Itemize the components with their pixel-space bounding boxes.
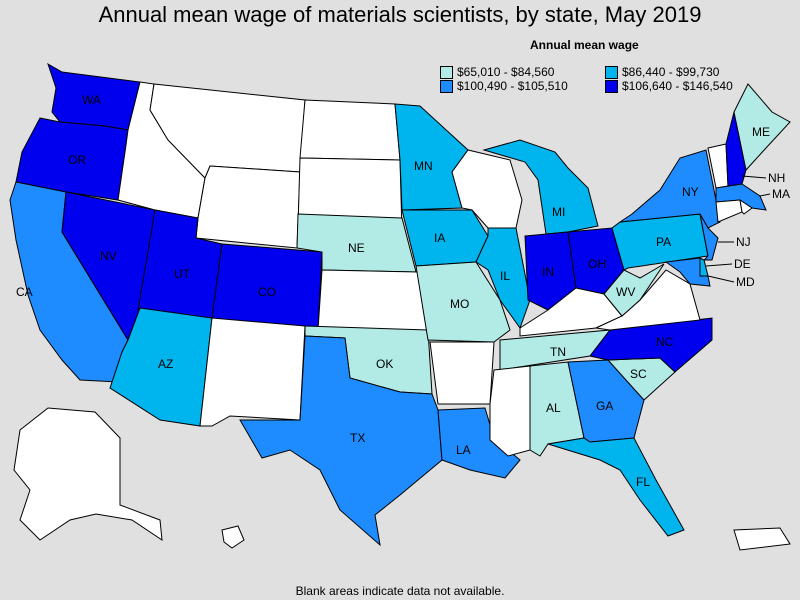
state-me[interactable] xyxy=(733,83,791,172)
label-leader-lines xyxy=(705,175,771,283)
label-mi: MI xyxy=(552,205,565,219)
state-il[interactable] xyxy=(475,227,531,330)
label-fl: FL xyxy=(636,475,650,489)
label-ne: NE xyxy=(348,241,365,255)
legend-title: Annual mean wage xyxy=(530,38,639,52)
state-wy[interactable] xyxy=(195,165,301,249)
label-ia: IA xyxy=(434,231,445,245)
label-pa: PA xyxy=(656,235,671,249)
state-labels: WA OR CA NV UT AZ CO NE MN IA MO OK TX L… xyxy=(16,93,790,489)
label-co: CO xyxy=(258,285,276,299)
state-ms[interactable] xyxy=(489,365,531,457)
label-tx: TX xyxy=(350,431,365,445)
state-ar[interactable] xyxy=(429,341,495,405)
legend-swatch-range-2 xyxy=(605,65,618,79)
legend-label-range-4: $106,640 - $146,540 xyxy=(622,79,733,93)
legend-swatch-range-3 xyxy=(440,79,453,93)
legend-swatch-range-4 xyxy=(605,79,618,93)
label-ut: UT xyxy=(174,267,191,281)
label-al: AL xyxy=(546,401,561,415)
state-hi[interactable] xyxy=(221,525,245,549)
state-ri[interactable] xyxy=(739,198,753,215)
label-tn: TN xyxy=(550,345,566,359)
label-or: OR xyxy=(68,153,86,167)
legend-label-range-1: $65,010 - $84,560 xyxy=(457,65,555,79)
label-wa: WA xyxy=(82,93,101,107)
state-mi[interactable] xyxy=(482,139,599,235)
label-la: LA xyxy=(456,443,471,457)
state-md[interactable] xyxy=(664,257,711,287)
state-ak[interactable] xyxy=(13,407,163,542)
footnote: Blank areas indicate data not available. xyxy=(295,584,505,598)
state-pr[interactable] xyxy=(733,527,791,551)
label-ga: GA xyxy=(596,399,613,413)
state-tx[interactable] xyxy=(239,335,443,547)
label-ok: OK xyxy=(376,357,393,371)
leader-ma xyxy=(759,193,771,197)
label-mn: MN xyxy=(414,159,433,173)
label-de: DE xyxy=(734,257,751,271)
label-nc: NC xyxy=(656,335,674,349)
leader-nh xyxy=(741,175,767,179)
label-nv: NV xyxy=(100,249,117,263)
label-ca: CA xyxy=(16,285,33,299)
state-la[interactable] xyxy=(437,407,521,479)
state-de[interactable] xyxy=(699,257,709,277)
state-fl[interactable] xyxy=(547,437,685,537)
legend-label-range-3: $100,490 - $105,510 xyxy=(457,79,568,93)
legend-item-range-3: $100,490 - $105,510 xyxy=(440,79,568,93)
legend-item-range-2: $86,440 - $99,730 xyxy=(605,65,719,79)
state-ny[interactable] xyxy=(619,149,721,229)
state-nh[interactable] xyxy=(725,111,747,187)
label-mo: MO xyxy=(450,297,469,311)
state-wv[interactable] xyxy=(603,263,665,317)
legend-item-range-1: $65,010 - $84,560 xyxy=(440,65,554,79)
label-nh: NH xyxy=(768,171,785,185)
label-nj: NJ xyxy=(736,235,751,249)
label-wv: WV xyxy=(616,285,635,299)
leader-md xyxy=(707,275,735,283)
label-ny: NY xyxy=(682,185,699,199)
state-mn[interactable] xyxy=(394,103,469,211)
state-nj[interactable] xyxy=(699,213,719,261)
state-nd[interactable] xyxy=(299,99,401,161)
label-sc: SC xyxy=(630,367,647,381)
state-ct[interactable] xyxy=(715,199,743,223)
label-in: IN xyxy=(542,265,554,279)
map-title: Annual mean wage of materials scientists… xyxy=(98,2,702,27)
leader-de xyxy=(705,263,733,267)
label-ma: MA xyxy=(772,187,790,201)
label-il: IL xyxy=(500,269,510,283)
label-az: AZ xyxy=(158,357,173,371)
legend-swatch-range-1 xyxy=(440,65,453,79)
label-me: ME xyxy=(752,125,770,139)
legend-item-range-4: $106,640 - $146,540 xyxy=(605,79,733,93)
legend-label-range-2: $86,440 - $99,730 xyxy=(622,65,720,79)
label-oh: OH xyxy=(588,257,606,271)
state-nm[interactable] xyxy=(199,317,306,427)
state-ks[interactable] xyxy=(317,269,429,331)
label-md: MD xyxy=(736,275,755,289)
